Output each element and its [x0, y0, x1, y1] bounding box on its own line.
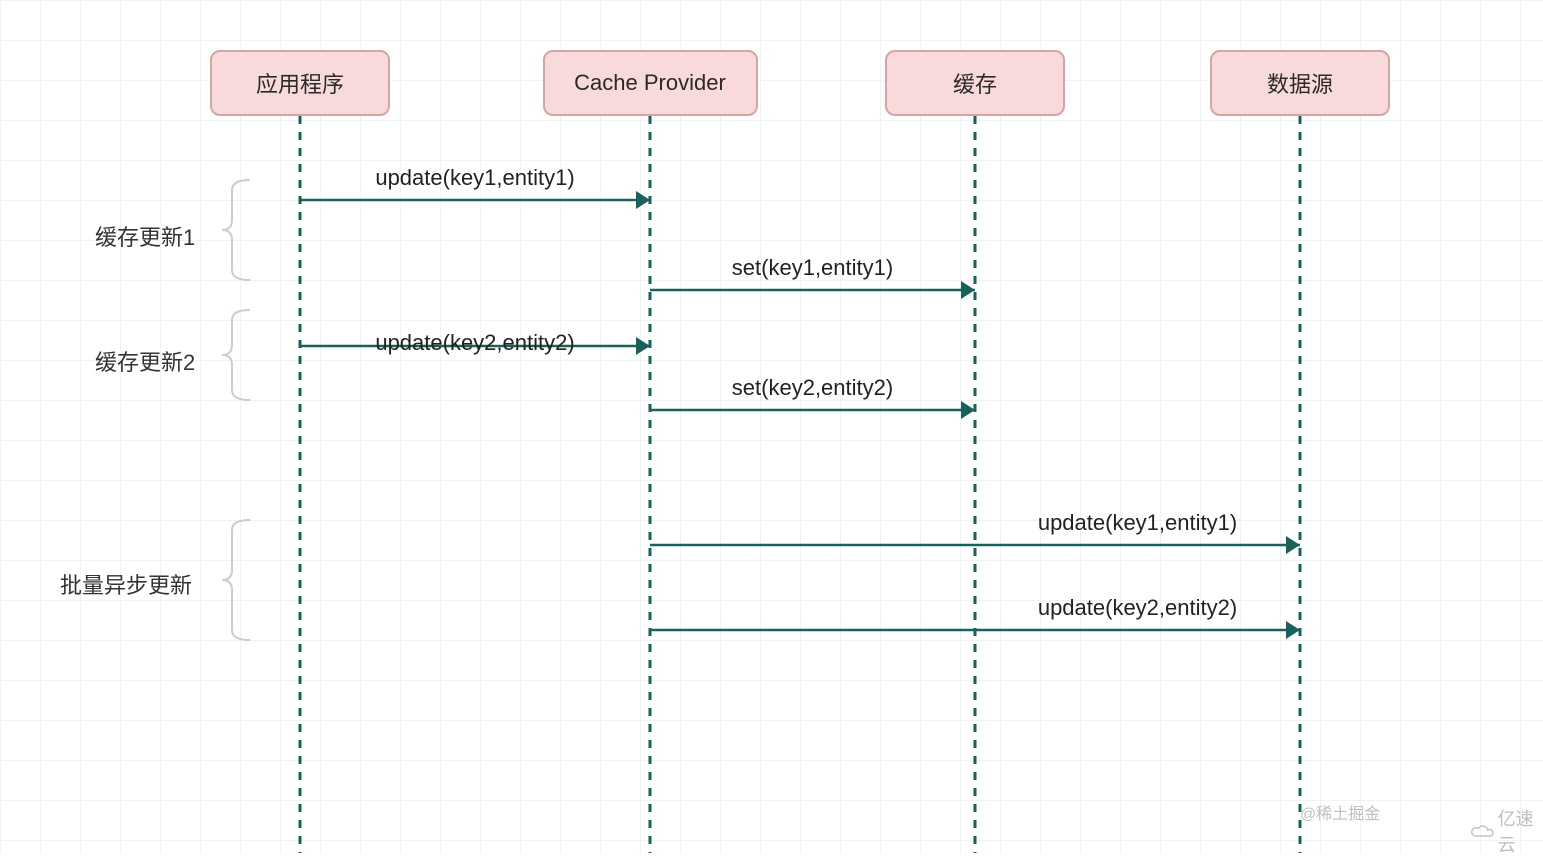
watermark-yisu-text: 亿速云 [1498, 805, 1543, 857]
msg-label-5: update(key2,entity2) [1038, 595, 1237, 621]
actor-datasource: 数据源 [1210, 50, 1390, 116]
diagram-svg [0, 0, 1543, 853]
actor-cache-provider: Cache Provider [543, 50, 758, 116]
actor-app-label: 应用程序 [256, 67, 344, 99]
msg-label-4: update(key1,entity1) [1038, 510, 1237, 536]
msg-label-2: update(key2,entity2) [375, 330, 574, 356]
msg-label-0: update(key1,entity1) [375, 165, 574, 191]
actor-cache: 缓存 [885, 50, 1065, 116]
msg-label-1: set(key1,entity1) [732, 255, 893, 281]
group-label-0: 缓存更新1 [95, 220, 195, 252]
sequence-diagram: 应用程序 Cache Provider 缓存 数据源 update(key1,e… [0, 0, 1543, 853]
watermark-juejin: @稀土掘金 [1300, 800, 1380, 824]
msg-label-3: set(key2,entity2) [732, 375, 893, 401]
cloud-icon [1470, 821, 1494, 841]
actor-app: 应用程序 [210, 50, 390, 116]
actor-cache-label: 缓存 [953, 67, 997, 99]
group-label-2: 批量异步更新 [60, 568, 192, 600]
group-label-1: 缓存更新2 [95, 345, 195, 377]
actor-ds-label: 数据源 [1267, 67, 1333, 99]
watermark-yisu: 亿速云 [1470, 805, 1543, 857]
actor-cp-label: Cache Provider [574, 70, 726, 96]
